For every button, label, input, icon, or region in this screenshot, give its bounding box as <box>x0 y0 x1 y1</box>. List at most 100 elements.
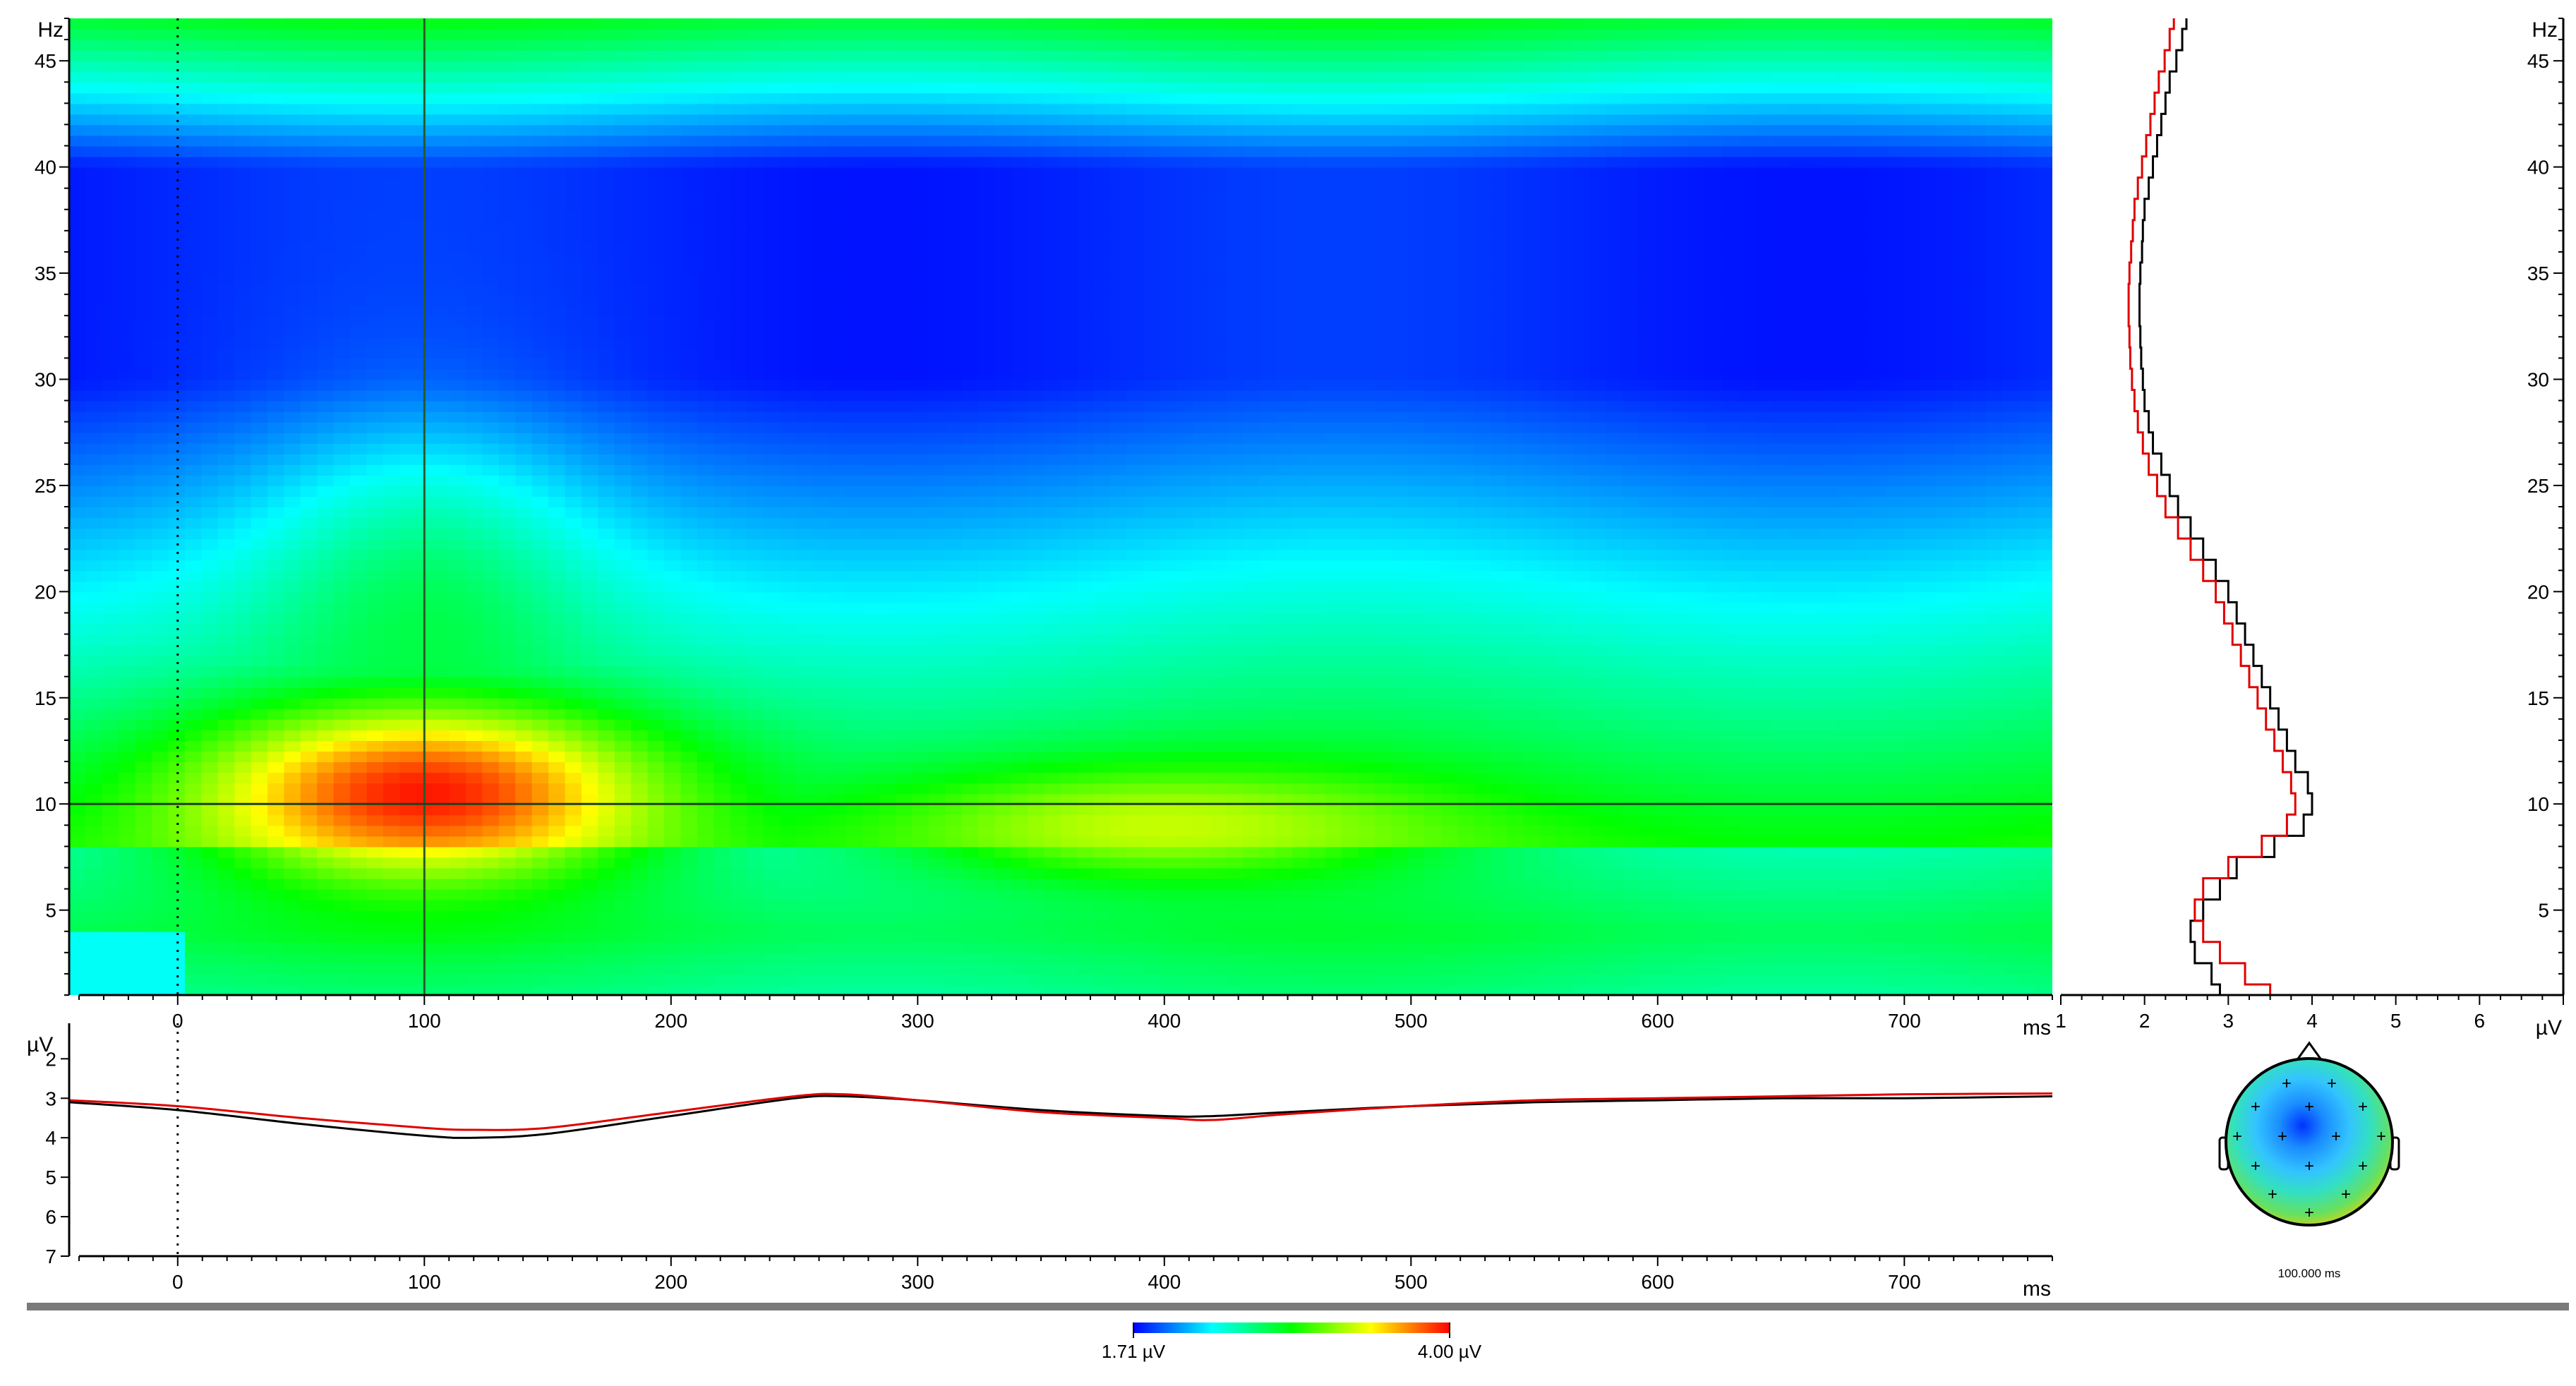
heatmap-cell <box>135 581 153 593</box>
heatmap-cell <box>614 687 632 699</box>
heatmap-cell <box>879 846 896 858</box>
heatmap-cell <box>664 665 682 677</box>
heatmap-cell <box>598 825 615 837</box>
heatmap-cell <box>1969 963 1987 975</box>
heatmap-cell <box>945 963 963 975</box>
heatmap-cell <box>1688 867 1707 879</box>
heatmap-cell <box>1126 846 1145 858</box>
heatmap-cell <box>829 836 847 848</box>
heatmap-cell <box>2019 793 2037 805</box>
heatmap-cell <box>1391 697 1409 709</box>
heatmap-cell <box>1572 687 1591 699</box>
heatmap-cell <box>1937 984 1954 995</box>
heatmap-cell <box>217 751 236 763</box>
heatmap-cell <box>598 570 615 582</box>
heatmap-cell <box>333 783 351 795</box>
heatmap-cell <box>1110 697 1128 709</box>
heatmap-cell <box>366 697 384 709</box>
heatmap-cell <box>1672 899 1690 911</box>
heatmap-cell <box>85 740 103 752</box>
heatmap-cell <box>1953 655 1970 667</box>
heatmap-cell <box>152 973 169 985</box>
heatmap-cell <box>1804 931 1822 943</box>
heatmap-cell <box>747 793 764 805</box>
heatmap-cell <box>1854 804 1872 816</box>
heatmap-cell <box>747 623 764 635</box>
heatmap-cell <box>498 570 517 582</box>
heatmap-cell <box>1110 665 1128 677</box>
heatmap-cell <box>1490 560 1508 572</box>
heatmap-cell <box>449 825 467 837</box>
heatmap-cell <box>1044 581 1061 593</box>
heatmap-cell <box>1589 793 1607 805</box>
heatmap-cell <box>1903 804 1921 816</box>
heatmap-cell <box>1589 910 1607 922</box>
heatmap-cell <box>1226 718 1244 730</box>
heatmap-cell <box>581 665 599 677</box>
heatmap-cell <box>1457 740 1475 752</box>
heatmap-cell <box>1821 729 1838 741</box>
heatmap-cell <box>1623 570 1640 582</box>
heatmap-cell <box>1937 910 1954 922</box>
heatmap-cell <box>1077 920 1095 932</box>
heatmap-cell <box>1986 846 2004 858</box>
heatmap-cell <box>1870 751 1888 763</box>
heatmap-cell <box>1374 634 1392 646</box>
heatmap-cell <box>366 676 384 688</box>
heatmap-cell <box>1160 591 1177 603</box>
heatmap-cell <box>1804 708 1822 720</box>
heatmap-cell <box>1523 560 1541 572</box>
heatmap-cell <box>598 740 615 752</box>
heatmap-cell <box>1837 793 1855 805</box>
heatmap-cell <box>548 836 566 848</box>
heatmap-cell <box>829 941 847 953</box>
heatmap-cell <box>1490 899 1508 911</box>
heatmap-cell <box>1308 751 1326 763</box>
heatmap-cell <box>284 793 301 805</box>
heatmap-cell <box>1193 793 1210 805</box>
heatmap-cell <box>1540 665 1558 677</box>
heatmap-cell <box>1623 867 1640 879</box>
heatmap-cell <box>1292 634 1310 646</box>
heatmap-cell <box>1374 602 1392 614</box>
heatmap-cell <box>333 740 351 752</box>
heatmap-cell <box>928 665 946 677</box>
heatmap-cell <box>119 740 136 752</box>
heatmap-cell <box>1474 708 1491 720</box>
heatmap-cell <box>945 634 963 646</box>
heatmap-cell <box>333 570 351 582</box>
heatmap-cell <box>1903 581 1921 593</box>
heatmap-cell <box>1854 984 1872 995</box>
heatmap-cell <box>1292 591 1310 603</box>
heatmap-cell <box>102 941 120 953</box>
heatmap-cell <box>1755 623 1772 635</box>
heatmap-cell <box>1755 644 1772 656</box>
heatmap-cell <box>217 729 236 741</box>
heatmap-cell <box>531 984 550 995</box>
heatmap-cell <box>1407 560 1426 572</box>
heatmap-cell <box>1193 729 1210 741</box>
heatmap-cell <box>531 836 550 848</box>
heatmap-cell <box>1028 718 1045 730</box>
heatmap-cell <box>912 910 929 922</box>
heatmap-cell <box>251 793 268 805</box>
heatmap-cell <box>201 570 219 582</box>
heatmap-cell <box>1837 825 1855 837</box>
heatmap-cell <box>333 963 351 975</box>
heatmap-cell <box>895 655 913 667</box>
heatmap-cell <box>531 825 550 837</box>
heatmap-cell <box>1308 676 1326 688</box>
heatmap-cell <box>1160 549 1177 561</box>
heatmap-cell <box>1854 941 1872 953</box>
heatmap-cell <box>135 836 153 848</box>
heatmap-cell <box>1788 857 1805 869</box>
heatmap-cell <box>1937 613 1954 625</box>
heatmap-cell <box>1292 623 1310 635</box>
heatmap-cell <box>1721 729 1740 741</box>
heatmap-cell <box>614 602 632 614</box>
heatmap-cell <box>1490 888 1508 900</box>
heatmap-cell <box>631 676 649 688</box>
heatmap-cell <box>1259 984 1277 995</box>
heatmap-cell <box>1870 910 1888 922</box>
